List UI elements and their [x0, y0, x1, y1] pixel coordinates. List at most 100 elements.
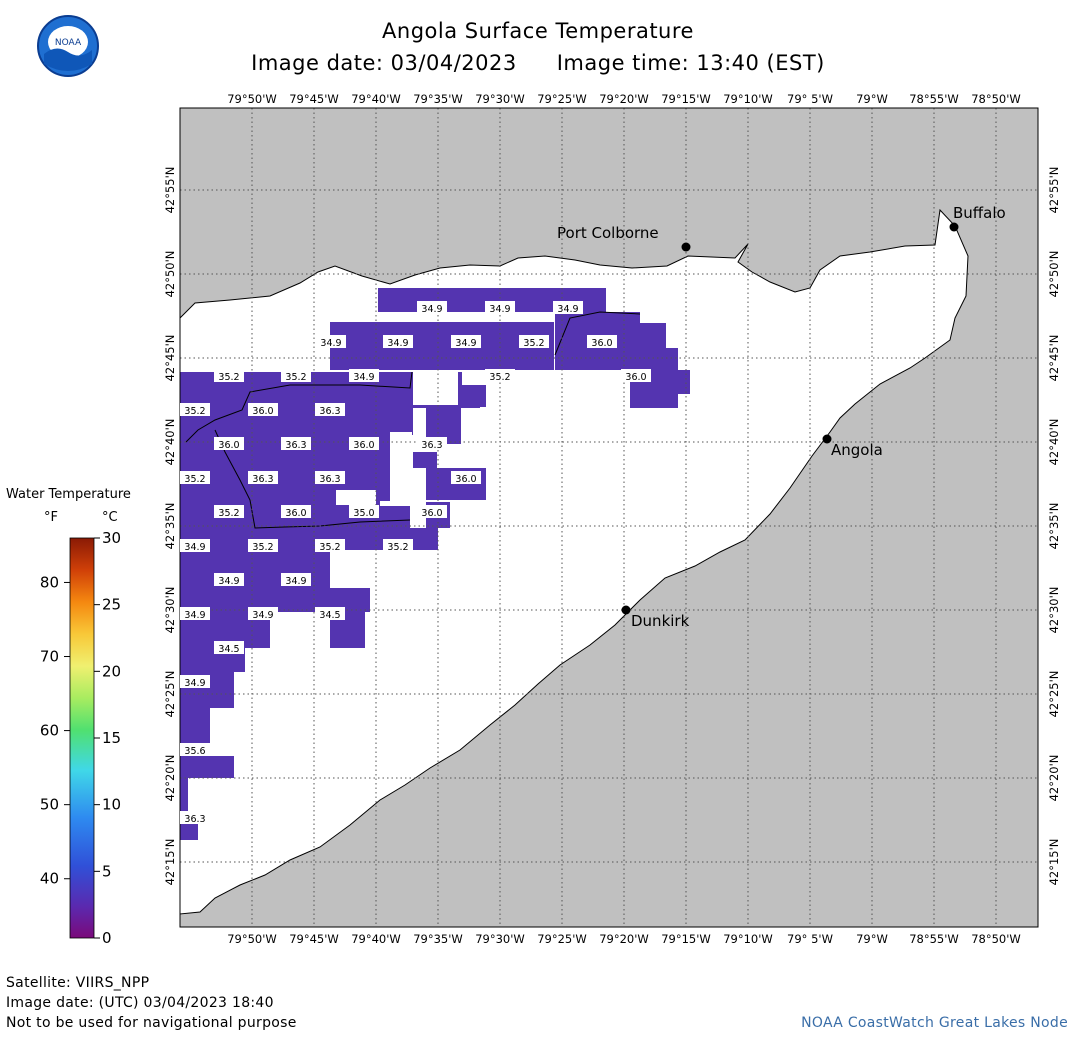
temperature-label: 34.9: [281, 573, 311, 587]
image-time: Image time: 13:40 (EST): [556, 51, 825, 75]
temperature-value: 35.2: [523, 338, 544, 349]
temperature-label: 35.2: [214, 369, 244, 383]
temperature-label: 36.0: [281, 505, 311, 519]
c-tick-label: 10: [102, 796, 121, 814]
longitude-label: 79°W: [856, 92, 888, 106]
city-marker-icon: [621, 605, 631, 615]
sst-pixel: [180, 405, 413, 435]
city-angola: Angola: [822, 434, 883, 459]
logo-text: NOAA: [55, 38, 82, 48]
credit-text: NOAA CoastWatch Great Lakes Node: [801, 1015, 1068, 1031]
temperature-value: 36.0: [353, 440, 374, 451]
f-tick-label: 60: [40, 722, 59, 740]
colorbar-unit-c: °C: [102, 510, 118, 525]
label-box: [316, 335, 346, 348]
latitude-label: 42°50'N: [1047, 251, 1061, 298]
satellite-text: Satellite: VIIRS_NPP: [6, 975, 150, 991]
longitude-label: 79°15'W: [661, 92, 711, 106]
temperature-label: 34.9: [214, 573, 244, 587]
temperature-value: 35.2: [184, 406, 205, 417]
longitude-label: 79°10'W: [723, 92, 773, 106]
temperature-label: 35.2: [248, 539, 278, 553]
label-box: [180, 743, 210, 756]
temperature-value: 35.2: [489, 372, 510, 383]
sst-pixel: [330, 322, 554, 370]
label-box: [248, 471, 278, 484]
latitude-label: 42°50'N: [163, 251, 177, 298]
temperature-value: 36.3: [252, 474, 273, 485]
temperature-value: 34.9: [184, 542, 205, 553]
label-box: [281, 573, 311, 586]
temperature-value: 35.2: [285, 372, 306, 383]
longitude-label: 79°20'W: [599, 92, 649, 106]
temperature-label: 36.0: [451, 471, 481, 485]
c-tick-label: 30: [102, 529, 121, 547]
temperature-label: 35.2: [315, 539, 345, 553]
label-box: [417, 301, 447, 314]
latitude-label: 42°45'N: [163, 335, 177, 382]
temperature-value: 34.9: [252, 610, 273, 621]
longitude-label: 79° 5'W: [787, 92, 833, 106]
temperature-value: 34.9: [455, 338, 476, 349]
latitude-label: 42°30'N: [1047, 587, 1061, 634]
temperature-label: 34.9: [248, 607, 278, 621]
longitude-label: 79°30'W: [475, 92, 525, 106]
international-border: [185, 371, 413, 443]
label-box: [621, 369, 651, 382]
c-tick-label: 0: [102, 929, 112, 947]
longitude-label: 79°45'W: [289, 92, 339, 106]
temperature-value: 34.9: [387, 338, 408, 349]
city-label: Dunkirk: [631, 612, 690, 630]
temperature-label: 36.3: [248, 471, 278, 485]
temperature-value: 34.5: [218, 644, 239, 655]
disclaimer-text: Not to be used for navigational purpose: [6, 1015, 297, 1031]
label-box: [485, 301, 515, 314]
temperature-value: 36.3: [319, 474, 340, 485]
latitude-label: 42°45'N: [1047, 335, 1061, 382]
temperature-value: 36.0: [421, 508, 442, 519]
latitude-label: 42°40'N: [1047, 419, 1061, 466]
temperature-value: 34.9: [421, 304, 442, 315]
sst-pixel: [413, 452, 437, 468]
latitude-label: 42°15'N: [1047, 839, 1061, 886]
longitude-label: 79°20'W: [599, 932, 649, 946]
label-box: [383, 539, 413, 552]
latitude-label: 42°30'N: [163, 587, 177, 634]
label-box: [248, 539, 278, 552]
temperature-value: 35.2: [319, 542, 340, 553]
sst-gap: [462, 370, 488, 385]
longitude-label: 79°W: [856, 932, 888, 946]
temperature-labels: 34.9 34.9 34.9 34.9 34.9 34.9 35.2 36.0 35.2 35.2…: [180, 301, 651, 825]
sst-pixel: [460, 385, 486, 407]
temperature-label: 36.0: [417, 505, 447, 519]
sst-pixel: [180, 778, 188, 812]
temperature-label: 36.0: [349, 437, 379, 451]
temperature-label: 36.0: [248, 403, 278, 417]
label-box: [180, 675, 210, 688]
temperature-label: 36.3: [315, 471, 345, 485]
latitude-label: 42°40'N: [163, 419, 177, 466]
temperature-label: 34.9: [180, 607, 210, 621]
longitude-label: 79°50'W: [227, 932, 277, 946]
temperature-label: 34.9: [383, 335, 413, 349]
temperature-value: 34.9: [320, 338, 341, 349]
temperature-value: 35.2: [218, 508, 239, 519]
image-date-time: Image date: 03/04/2023 Image time: 13:40 …: [180, 51, 896, 75]
label-box: [451, 471, 481, 484]
temperature-value: 36.0: [625, 372, 646, 383]
temperature-label: 35.2: [180, 403, 210, 417]
temperature-label: 35.2: [519, 335, 549, 349]
label-box: [315, 471, 345, 484]
label-box: [417, 437, 447, 450]
longitude-label: 79°40'W: [351, 92, 401, 106]
label-box: [180, 403, 210, 416]
sst-pixel: [210, 756, 234, 778]
temperature-value: 34.9: [184, 610, 205, 621]
label-box: [214, 369, 244, 382]
label-box: [417, 505, 447, 518]
label-box: [180, 539, 210, 552]
label-box: [180, 811, 210, 824]
label-box: [383, 335, 413, 348]
longitude-label: 79°25'W: [537, 92, 587, 106]
